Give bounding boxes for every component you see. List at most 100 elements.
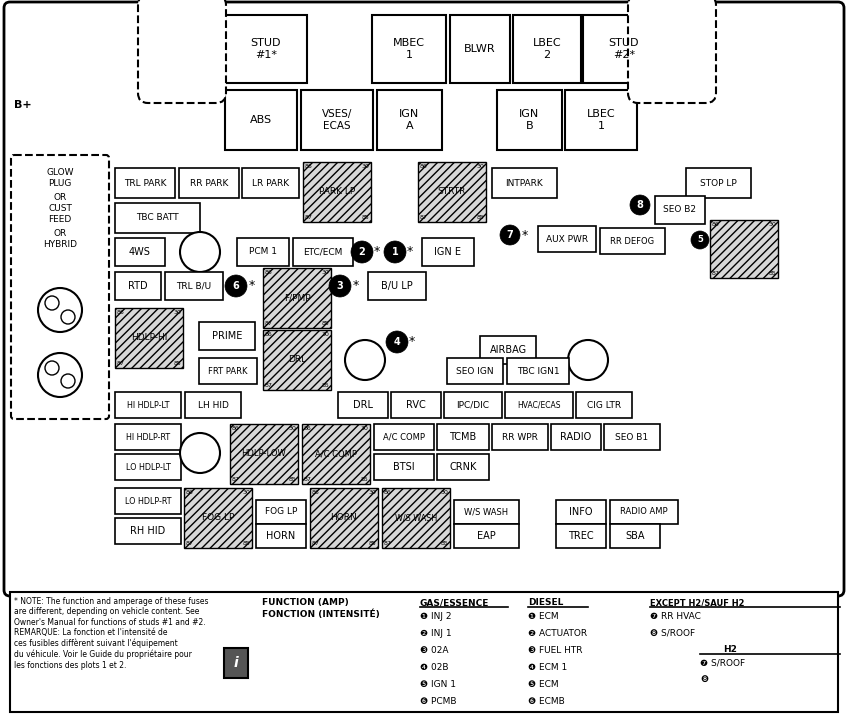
Circle shape (386, 331, 408, 353)
Text: CUST: CUST (48, 204, 72, 213)
Bar (242, 168, 299, 198)
Circle shape (568, 340, 608, 380)
Text: 85: 85 (321, 321, 329, 326)
Bar (505, 392, 573, 418)
Text: ETC/ECM: ETC/ECM (303, 247, 343, 257)
Text: HORN: HORN (266, 531, 296, 541)
Bar (600, 228, 665, 254)
Text: HI HDLP-LT: HI HDLP-LT (127, 400, 169, 410)
Text: OR: OR (54, 193, 66, 202)
Text: DRL: DRL (288, 355, 306, 365)
Text: 86: 86 (312, 490, 320, 495)
Bar (302, 424, 370, 484)
Bar (377, 90, 442, 150)
Text: EXCEPT H2/SAUF H2: EXCEPT H2/SAUF H2 (650, 598, 745, 607)
Circle shape (225, 275, 247, 297)
Bar (10, 592, 838, 712)
Bar (437, 424, 489, 450)
Text: GAS/ESSENCE: GAS/ESSENCE (420, 598, 490, 607)
Text: ABS: ABS (250, 115, 272, 125)
Bar (507, 358, 569, 384)
Bar (115, 392, 181, 418)
Circle shape (45, 296, 59, 310)
Text: AUX PWR: AUX PWR (546, 234, 588, 244)
Bar (492, 424, 548, 450)
Bar (492, 168, 557, 198)
Bar (303, 162, 371, 222)
Text: 86: 86 (305, 164, 313, 169)
Text: FEED: FEED (48, 215, 71, 224)
Text: HDLP-HI: HDLP-HI (131, 334, 167, 342)
Circle shape (183, 51, 197, 65)
Circle shape (630, 195, 650, 215)
Text: 87: 87 (712, 271, 720, 276)
Bar (686, 168, 751, 198)
Circle shape (673, 51, 687, 65)
Text: 30: 30 (288, 426, 296, 431)
Text: ❸ 02A: ❸ 02A (420, 646, 449, 655)
Circle shape (657, 39, 671, 53)
Text: ❻ PCMB: ❻ PCMB (420, 697, 456, 706)
Text: *: * (409, 336, 416, 349)
FancyBboxPatch shape (4, 2, 844, 596)
Bar (497, 90, 562, 150)
Bar (454, 500, 519, 524)
Text: AIRBAG: AIRBAG (490, 345, 526, 355)
Text: LR PARK: LR PARK (252, 178, 289, 188)
Bar (538, 226, 596, 252)
Bar (224, 648, 248, 678)
Bar (165, 272, 223, 300)
Text: 87: 87 (117, 361, 125, 366)
Text: 87: 87 (420, 215, 428, 220)
Text: LBEC
2: LBEC 2 (533, 38, 561, 60)
Text: RR WPR: RR WPR (502, 433, 538, 441)
Text: 3: 3 (337, 281, 343, 291)
Text: H2: H2 (723, 645, 737, 654)
Text: INTPARK: INTPARK (506, 178, 543, 188)
Text: 30: 30 (321, 332, 329, 337)
Text: 6: 6 (233, 281, 240, 291)
Text: ❷ ACTUATOR: ❷ ACTUATOR (528, 629, 587, 638)
Bar (382, 488, 450, 548)
Circle shape (500, 225, 520, 245)
Text: FRT PARK: FRT PARK (208, 367, 247, 375)
Bar (374, 424, 434, 450)
Text: 1: 1 (392, 247, 399, 257)
Text: RVC: RVC (406, 400, 426, 410)
Text: INFO: INFO (570, 507, 592, 517)
Bar (115, 518, 181, 544)
Bar (480, 336, 536, 364)
Bar (391, 392, 441, 418)
Text: RADIO: RADIO (560, 432, 592, 442)
Text: CRNK: CRNK (450, 462, 477, 472)
Text: ❺ ECM: ❺ ECM (528, 680, 558, 689)
Text: ❻ ECMB: ❻ ECMB (528, 697, 564, 706)
Circle shape (345, 340, 385, 380)
Text: 30: 30 (768, 222, 776, 227)
Text: 4WS: 4WS (129, 247, 151, 257)
Text: *: * (407, 245, 413, 259)
Text: FONCTION (INTENSITÉ): FONCTION (INTENSITÉ) (262, 609, 380, 618)
Bar (225, 90, 297, 150)
Bar (115, 272, 161, 300)
Text: ❽ S/ROOF: ❽ S/ROOF (650, 629, 695, 638)
Text: 7: 7 (507, 230, 513, 240)
Text: FOG LP: FOG LP (201, 513, 235, 523)
Text: TCMB: TCMB (450, 432, 477, 442)
Text: STUD
#2*: STUD #2* (609, 38, 639, 60)
Text: 30: 30 (440, 490, 448, 495)
Bar (655, 196, 705, 224)
Bar (115, 168, 175, 198)
Circle shape (45, 361, 59, 375)
Bar (447, 358, 503, 384)
Text: 87: 87 (186, 541, 194, 546)
Bar (444, 392, 502, 418)
Text: *: * (522, 229, 528, 242)
Bar (556, 500, 606, 524)
Text: RTD: RTD (128, 281, 148, 291)
Circle shape (691, 231, 709, 249)
Text: B+: B+ (14, 100, 31, 110)
Text: 85: 85 (361, 215, 369, 220)
Text: SBA: SBA (626, 531, 645, 541)
Text: 86: 86 (420, 164, 428, 169)
